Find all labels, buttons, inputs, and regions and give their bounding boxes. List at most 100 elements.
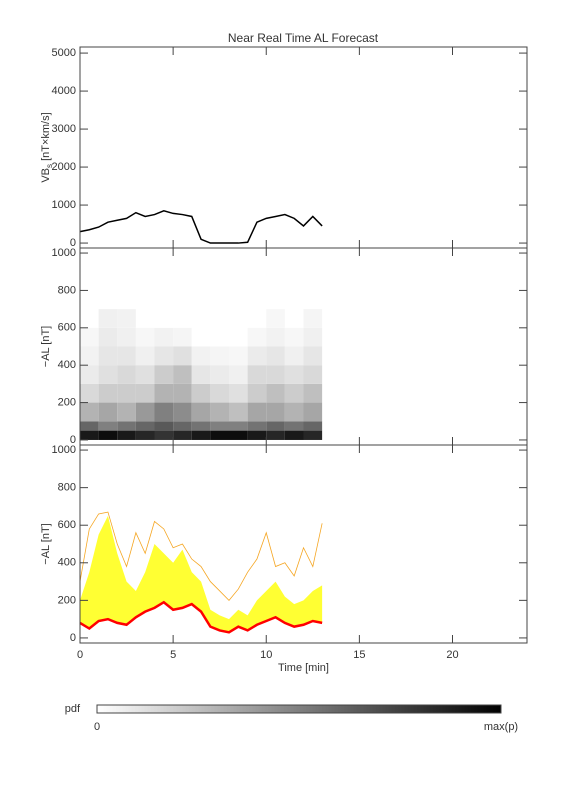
frame [79, 46, 528, 249]
heat-cell [266, 430, 285, 440]
heat-cell [191, 383, 211, 403]
heat-cell [135, 327, 155, 347]
colorbar-min: 0 [94, 721, 100, 733]
heat-cell [266, 327, 285, 347]
heat-cell [284, 346, 304, 366]
heat-cell [154, 327, 174, 347]
frame [79, 444, 528, 644]
heat-cell [284, 402, 304, 422]
heat-cell [210, 383, 229, 403]
heat-cell [117, 402, 136, 422]
heat-cell [210, 430, 229, 440]
heat-cell [154, 309, 174, 328]
heat-cell [191, 365, 211, 384]
heat-cell [247, 383, 267, 403]
heat-cell [210, 327, 229, 347]
panel [80, 309, 323, 440]
heat-cell [117, 365, 136, 384]
heat-cell [80, 346, 99, 366]
heat-cell [266, 365, 285, 384]
heat-cell [173, 346, 192, 366]
heat-cell [247, 421, 267, 431]
heat-cell [284, 365, 304, 384]
heat-cell [303, 430, 323, 440]
heat-cell [154, 383, 174, 403]
y-tick-label: 1000 [52, 199, 76, 211]
heat-cell [98, 383, 118, 403]
y-tick-label: 800 [58, 284, 76, 296]
heat-cell [173, 430, 192, 440]
x-tick-label: 5 [170, 649, 176, 661]
colorbar [96, 704, 502, 714]
panel [79, 511, 323, 634]
y-axis-label: VBs [nT×km/s] [40, 112, 54, 182]
heat-cell [117, 421, 136, 431]
heat-cell [303, 402, 323, 422]
heat-cell [266, 383, 285, 403]
heat-cell [229, 430, 248, 440]
heat-cell [284, 383, 304, 403]
heat-cell [229, 309, 248, 328]
heat-cell [80, 430, 99, 440]
heat-cell [303, 327, 323, 347]
heat-cell [154, 346, 174, 366]
heat-cell [80, 421, 99, 431]
heat-cell [266, 309, 285, 328]
heat-cell [80, 383, 99, 403]
x-axis-label: Time [min] [278, 662, 329, 674]
heat-cell [117, 309, 136, 328]
heat-cell [135, 346, 155, 366]
heat-cell [210, 346, 229, 366]
heat-cell [98, 346, 118, 366]
heat-cell [98, 309, 118, 328]
heat-cell [247, 402, 267, 422]
panel [79, 209, 323, 244]
heat-cell [284, 309, 304, 328]
heat-cell [117, 430, 136, 440]
heat-cell [135, 402, 155, 422]
heat-cell [135, 430, 155, 440]
y-axis-label: −AL [nT] [40, 523, 52, 564]
y-tick-label: 800 [58, 482, 76, 494]
y-tick-label: 400 [58, 359, 76, 371]
heat-cell [247, 430, 267, 440]
heat-cell [303, 346, 323, 366]
heat-cell [80, 402, 99, 422]
x-tick-label: 0 [77, 649, 83, 661]
heat-cell [98, 327, 118, 347]
heat-cell [191, 430, 211, 440]
heat-cell [154, 421, 174, 431]
heat-cell [284, 430, 304, 440]
y-tick-label: 0 [70, 632, 76, 644]
heat-cell [229, 327, 248, 347]
heat-cell [210, 309, 229, 328]
heat-cell [173, 402, 192, 422]
colorbar-max: max(p) [484, 721, 518, 733]
heat-cell [247, 327, 267, 347]
line [79, 600, 323, 634]
y-tick-label: 200 [58, 396, 76, 408]
y-tick-label: 0 [70, 434, 76, 446]
heat-cell [247, 309, 267, 328]
heat-cell [154, 365, 174, 384]
colorbar-label: pdf [65, 703, 81, 715]
x-tick-label: 10 [260, 649, 272, 661]
band [80, 515, 323, 633]
heat-cell [135, 365, 155, 384]
y-axis-label: −AL [nT] [40, 326, 52, 367]
heat-cell [229, 346, 248, 366]
heat-cell [303, 421, 323, 431]
heat-cell [247, 365, 267, 384]
heat-cell [303, 383, 323, 403]
heat-cell [229, 421, 248, 431]
heat-cell [173, 365, 192, 384]
heat-cell [210, 421, 229, 431]
y-tick-label: 600 [58, 519, 76, 531]
heat-cell [135, 383, 155, 403]
heat-cell [173, 383, 192, 403]
heat-cell [284, 421, 304, 431]
y-axis-label-part: VB [40, 168, 52, 183]
x-tick-label: 20 [446, 649, 458, 661]
heat-cell [173, 421, 192, 431]
y-tick-label: 0 [70, 237, 76, 249]
